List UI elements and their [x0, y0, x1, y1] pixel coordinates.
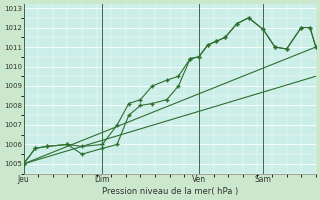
- X-axis label: Pression niveau de la mer( hPa ): Pression niveau de la mer( hPa ): [101, 187, 238, 196]
